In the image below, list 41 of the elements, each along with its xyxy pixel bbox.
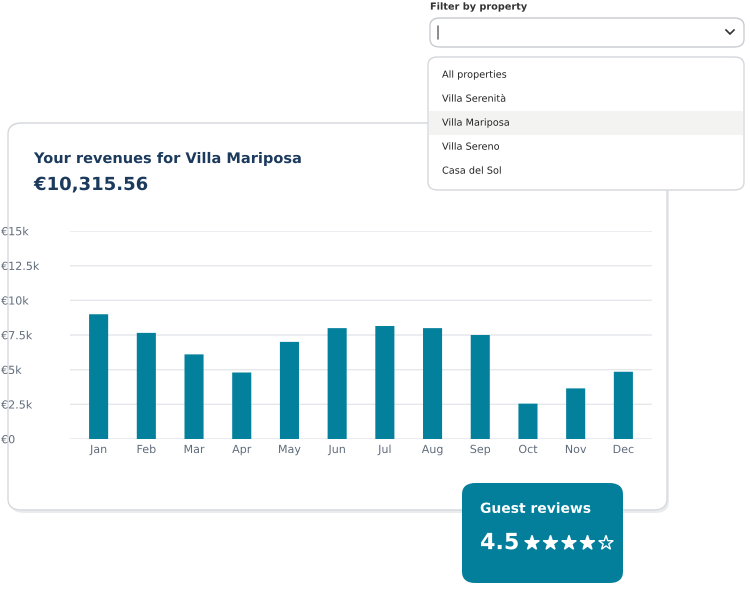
- x-tick-label: Mar: [184, 444, 205, 454]
- bar: [280, 342, 299, 439]
- text: Guest reviews: [480, 502, 590, 514]
- y-tick-label: €10k: [1, 296, 29, 305]
- text: Villa Serenità: [442, 94, 506, 102]
- text: Villa Sereno: [442, 142, 500, 150]
- bar: [423, 328, 442, 439]
- text: Casa del Sol: [442, 166, 501, 174]
- x-tick-label: Aug: [422, 444, 442, 456]
- bar: [232, 372, 252, 439]
- bar: [518, 404, 538, 439]
- bar: [136, 332, 156, 439]
- bar: [566, 388, 586, 439]
- bar: [89, 314, 108, 439]
- x-tick-label: May: [279, 444, 301, 456]
- x-tick-label: Feb: [138, 444, 156, 454]
- x-tick-label: Jun: [328, 444, 345, 456]
- text: 4.5: [481, 532, 518, 550]
- y-tick-label: €15k: [1, 226, 29, 236]
- text: Filter by property: [430, 2, 527, 12]
- x-tick-label: Jul: [378, 444, 391, 456]
- bar: [328, 328, 347, 439]
- y-tick-label: €7.5k: [1, 330, 32, 340]
- y-tick-label: €0: [1, 434, 14, 444]
- bar: [470, 335, 490, 439]
- x-tick-label: Dec: [614, 444, 634, 454]
- x-tick-label: Sep: [470, 444, 490, 456]
- x-tick-label: Nov: [566, 444, 586, 454]
- chart-title: Your revenues for Villa Mariposa: [34, 152, 301, 166]
- text: Villa Mariposa: [442, 118, 509, 128]
- bar: [184, 354, 204, 439]
- y-tick-label: €2.5k: [1, 400, 32, 409]
- bar: [375, 326, 394, 439]
- y-tick-label: €12.5k: [1, 261, 40, 270]
- bar: [614, 372, 633, 439]
- x-tick-label: Apr: [232, 444, 252, 456]
- y-tick-label: €5k: [1, 365, 22, 374]
- chart-subtitle: €10,315.56: [34, 176, 148, 193]
- x-tick-label: Jan: [89, 444, 106, 456]
- text: All properties: [442, 70, 506, 80]
- x-tick-label: Oct: [518, 444, 538, 454]
